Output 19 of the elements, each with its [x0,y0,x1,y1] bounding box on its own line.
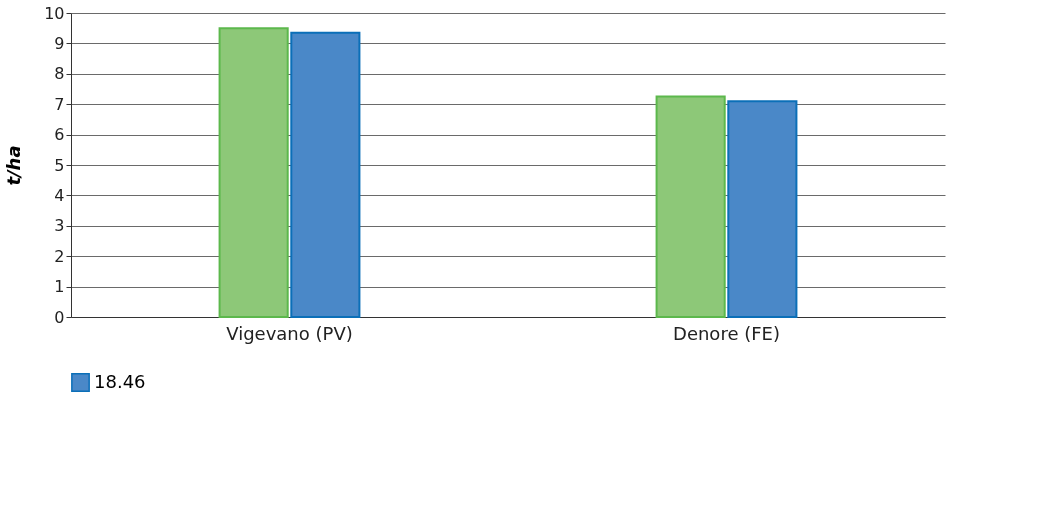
y-tick-label: 3 [54,216,65,236]
y-tick-label: 5 [54,155,65,175]
bar [218,27,289,318]
y-tick-label: 4 [54,185,65,205]
x-tick-label: Denore (FE) [673,322,780,344]
x-tick-label: Vigevano (PV) [226,322,353,344]
y-tick-label: 9 [54,33,65,53]
y-tick-label: 10 [44,3,65,23]
y-tick-label: 8 [54,64,65,84]
y-tick-label: 6 [54,125,65,145]
y-tick-label: 0 [54,307,65,327]
y-tick-label: 2 [54,246,65,266]
bar [290,31,361,318]
legend-label: 18.46 [94,370,146,392]
y-tick-label: 7 [54,94,65,114]
y-axis-title: t/ha [3,145,25,186]
bar [727,100,798,318]
y-tick-label: 1 [54,277,65,297]
bar [655,95,726,318]
